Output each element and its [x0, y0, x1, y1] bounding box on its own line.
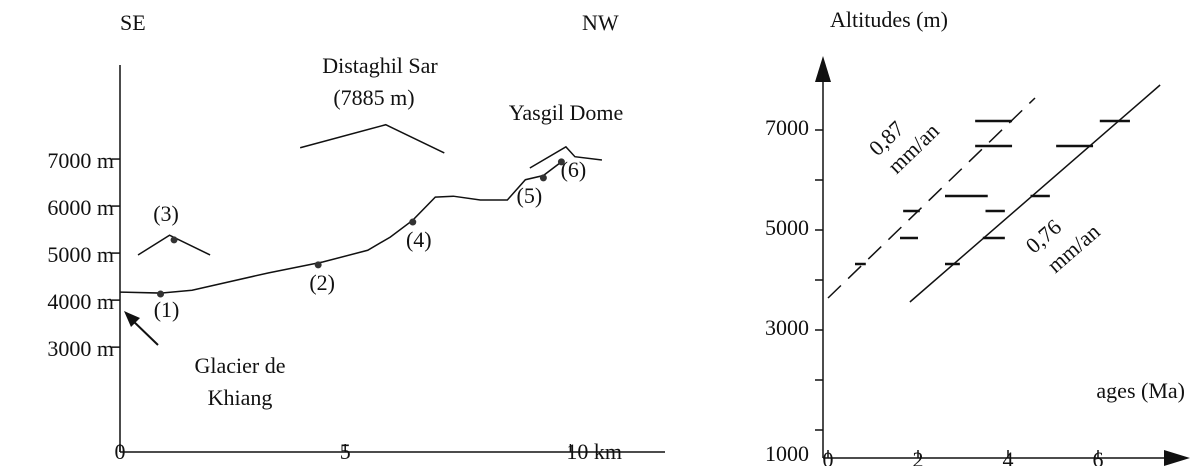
profile-line: [529, 145, 603, 169]
x-axis-label: ages (Ma): [1096, 378, 1185, 403]
glacier-label: Khiang: [208, 385, 273, 410]
y-tick-label: 3000: [765, 315, 809, 340]
sample-label: (3): [153, 201, 179, 226]
profile-line: [299, 123, 445, 154]
rate-line: [909, 84, 1161, 303]
sample-label: (1): [154, 297, 180, 322]
sample-label: (6): [561, 157, 587, 182]
x-tick-label: 4: [1003, 447, 1014, 466]
glacier-label: Glacier de: [195, 353, 286, 378]
sample-label: (5): [517, 183, 543, 208]
sample-point: [409, 218, 417, 226]
y-axis-label: Altitudes (m): [830, 7, 948, 32]
y-tick-label: 3000 m: [47, 336, 114, 361]
y-tick-label: 4000 m: [47, 289, 114, 314]
sample-label: (2): [309, 270, 335, 295]
profile-line: [119, 161, 562, 294]
peak-label: Yasgil Dome: [509, 100, 624, 125]
rate-line: [827, 97, 1036, 299]
profile-panel: SE NW Distaghil Sar (7885 m) Yasgil Dome…: [120, 10, 623, 410]
y-tick-label: 1000: [765, 441, 809, 466]
peak-altitude: (7885 m): [333, 85, 414, 110]
y-tick-label: 7000: [765, 115, 809, 140]
y-tick-label: 5000 m: [47, 242, 114, 267]
profile-line: [137, 234, 211, 256]
x-tick-label: 5: [340, 439, 351, 464]
x-axis-arrow: [1164, 450, 1190, 466]
sample-point: [157, 290, 165, 298]
direction-label: SE: [120, 10, 146, 35]
x-tick-label: 0: [823, 447, 834, 466]
direction-label: NW: [582, 10, 619, 35]
x-tick-label: 2: [913, 447, 924, 466]
age-panel: Altitudes (m) ages (Ma): [815, 7, 1190, 466]
sample-point: [170, 236, 178, 244]
y-tick-label: 6000 m: [47, 195, 114, 220]
x-tick-label: 0: [115, 439, 126, 464]
peak-label: Distaghil Sar: [322, 53, 438, 78]
sample-point: [539, 174, 547, 182]
sample-point: [314, 261, 322, 269]
y-tick-label: 7000 m: [47, 148, 114, 173]
x-tick-label: 6: [1093, 447, 1104, 466]
y-axis-arrow: [815, 56, 831, 82]
sample-label: (4): [406, 227, 432, 252]
y-tick-label: 5000: [765, 215, 809, 240]
sample-point: [557, 158, 565, 166]
x-tick-label: 10 km: [566, 439, 622, 464]
glacier-arrowhead: [124, 311, 140, 327]
